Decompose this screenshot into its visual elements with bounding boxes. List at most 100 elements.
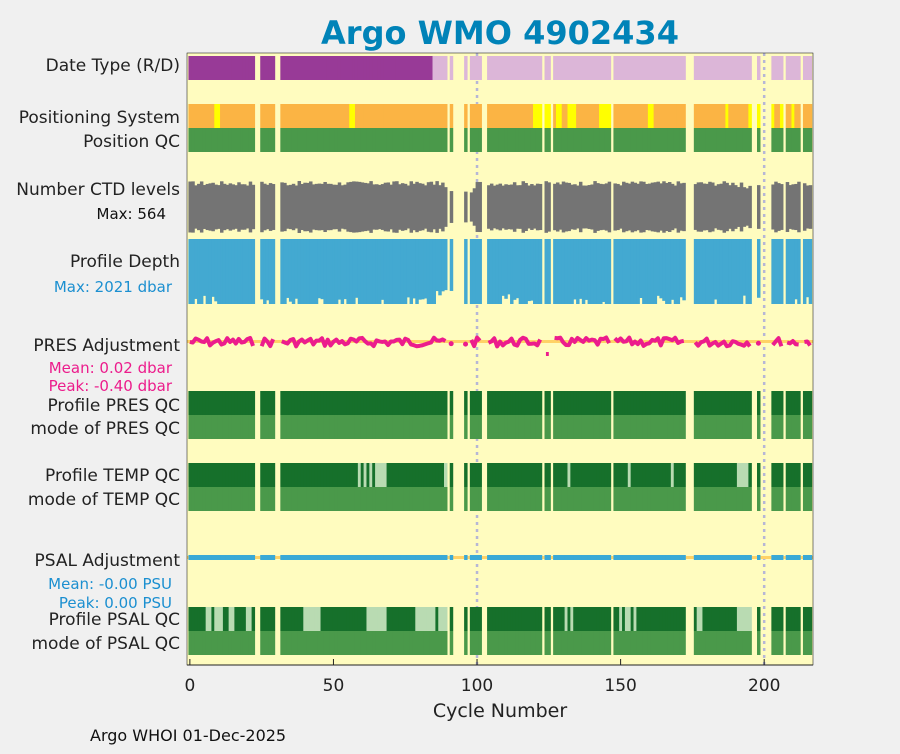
psal-adjustment-cell <box>314 555 319 560</box>
temp-qc-mode-cell <box>311 487 316 511</box>
pres-qc-cell <box>191 391 195 415</box>
psal-qc-mode-cell <box>515 631 520 655</box>
position-qc-cell <box>547 128 551 152</box>
temp-qc-cell <box>271 463 276 487</box>
ctd-levels-bar <box>475 182 480 232</box>
pres-qc-cell <box>237 391 241 415</box>
temp-qc-mode-cell <box>679 487 683 511</box>
ctd-levels-bar <box>808 185 813 229</box>
profile-depth-bar <box>300 239 304 304</box>
pres-qc-cell <box>578 391 583 415</box>
temp-qc-mode-cell <box>682 487 686 511</box>
pres-qc-cell <box>596 391 600 415</box>
profile-depth-bar <box>757 239 761 298</box>
psal-adjustment-cell <box>699 555 704 560</box>
profile-depth-bar <box>576 239 580 304</box>
date-type-cell <box>317 56 322 80</box>
psal-qc-cell <box>722 607 727 631</box>
date-type-cell <box>619 56 623 80</box>
profile-depth-bar <box>645 239 649 304</box>
profile-depth-bar <box>604 239 609 304</box>
psal-adjustment-cell <box>599 555 603 560</box>
date-type-cell <box>711 56 715 80</box>
profile-depth-bar <box>676 239 681 304</box>
pres-qc-cell <box>199 391 204 415</box>
psal-adjustment-cell <box>722 555 727 560</box>
pres-qc-cell <box>435 391 439 415</box>
temp-qc-mode-cell <box>524 487 528 511</box>
position-qc-cell <box>449 128 454 152</box>
ctd-levels-bar <box>271 184 276 230</box>
pres-qc-cell <box>217 391 221 415</box>
date-type-cell <box>659 56 663 80</box>
date-type-cell <box>785 56 790 80</box>
date-type-cell <box>386 56 391 80</box>
pres-qc-mode-cell <box>317 415 322 439</box>
positioning-cell <box>757 104 761 128</box>
pres-qc-cell <box>498 391 503 415</box>
position-qc-cell <box>555 128 560 152</box>
pres-qc-mode-cell <box>357 415 362 439</box>
psal-adjustment-cell <box>670 555 675 560</box>
pres-qc-cell <box>630 391 635 415</box>
pres-qc-mode-cell <box>426 415 431 439</box>
temp-qc-cell <box>283 463 287 487</box>
temp-qc-cell <box>337 463 342 487</box>
positioning-cell <box>515 104 520 128</box>
date-type-cell <box>544 56 548 80</box>
psal-adjustment-cell <box>564 555 569 560</box>
pres-qc-cell <box>418 391 422 415</box>
profile-depth-bar <box>441 239 445 292</box>
profile-depth-bar <box>268 239 273 304</box>
date-type-cell <box>515 56 520 80</box>
temp-qc-cell <box>734 463 738 487</box>
psal-adjustment-cell <box>630 555 635 560</box>
psal-qc-cell <box>240 607 244 631</box>
date-type-cell <box>478 56 482 80</box>
positioning-cell <box>286 104 290 128</box>
psal-adjustment-cell <box>346 555 350 560</box>
psal-qc-mode-cell <box>260 631 264 655</box>
psal-adjustment-cell <box>400 555 405 560</box>
temp-qc-mode-cell <box>469 487 474 511</box>
ctd-levels-bar <box>501 185 505 229</box>
psal-qc-mode-cell <box>673 631 678 655</box>
pres-qc-cell <box>622 391 626 415</box>
profile-depth-bar <box>317 239 322 299</box>
pres-adjustment-line <box>554 335 611 348</box>
ctd-levels-bar <box>386 182 391 232</box>
psal-qc-mode-cell <box>619 631 623 655</box>
position-qc-cell <box>320 128 324 152</box>
profile-depth-bar <box>464 239 468 304</box>
pres-qc-cell <box>377 391 382 415</box>
temp-qc-cell <box>613 463 617 487</box>
profile-depth-bar <box>679 239 683 298</box>
temp-qc-cell <box>217 463 221 487</box>
psal-adjustment-cell <box>464 555 468 560</box>
pres-qc-mode-cell <box>679 415 683 439</box>
temp-qc-cell <box>429 463 434 487</box>
date-type-cell <box>757 56 761 80</box>
psal-qc-mode-cell <box>403 631 408 655</box>
positioning-cell <box>731 104 735 128</box>
temp-qc-cell <box>797 463 801 487</box>
positioning-cell <box>251 104 256 128</box>
date-type-cell <box>596 56 600 80</box>
psal-qc-mode-cell <box>622 631 626 655</box>
psal-adjustment-cell <box>507 555 511 560</box>
temp-qc-cell <box>682 463 686 487</box>
positioning-cell <box>220 104 224 128</box>
position-qc-cell <box>202 128 207 152</box>
pres-qc-mode-cell <box>438 415 442 439</box>
date-type-cell <box>251 56 256 80</box>
psal-adjustment-cell <box>326 555 330 560</box>
position-qc-cell <box>194 128 198 152</box>
pres-qc-mode-cell <box>573 415 577 439</box>
position-qc-cell <box>725 128 729 152</box>
pres-qc-cell <box>705 391 709 415</box>
profile-depth-bar <box>194 239 198 299</box>
ctd-levels-bar <box>676 181 681 233</box>
temp-qc-mode-cell <box>306 487 310 511</box>
pres-qc-cell <box>248 391 253 415</box>
temp-qc-mode-cell <box>518 487 523 511</box>
